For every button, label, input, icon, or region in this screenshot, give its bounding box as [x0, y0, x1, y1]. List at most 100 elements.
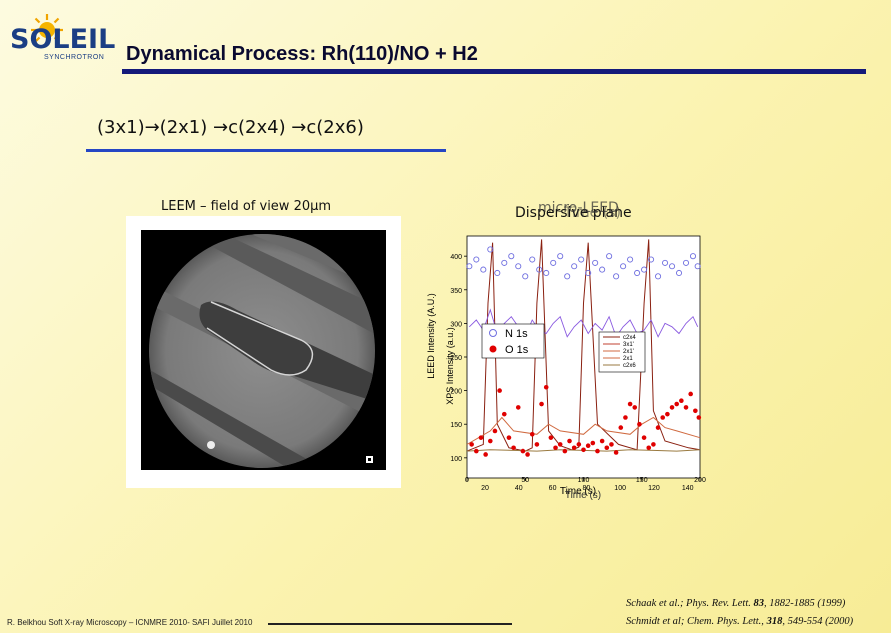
leed-line-2x1	[466, 416, 701, 445]
o1s-point	[613, 450, 619, 455]
o1s-point	[627, 401, 633, 407]
n1s-point	[689, 253, 697, 260]
n1s-point	[634, 269, 641, 277]
logo-wordmark: SOLEIL	[10, 24, 116, 55]
n1s-point	[508, 253, 515, 260]
y-axis-label-xps: XPS Intensity (a.u.)	[445, 327, 455, 405]
x-tick-label-alt: 100	[614, 485, 626, 492]
o1s-point	[618, 425, 624, 430]
x-tick-label: 200	[694, 477, 706, 484]
y-tick-label: 150	[450, 422, 462, 429]
x-axis-label-overlay: Time (s)	[565, 490, 601, 501]
legend-marker-o1s	[489, 345, 497, 353]
o1s-point	[688, 391, 693, 397]
slide-title: Dynamical Process: Rh(110)/NO + H2	[126, 43, 478, 65]
o1s-point	[483, 452, 488, 457]
title-underline	[122, 69, 866, 74]
n1s-point	[592, 259, 599, 266]
legend-label-leed: 2x1	[623, 356, 633, 362]
x-tick-label-alt: 80	[582, 485, 590, 492]
o1s-point	[520, 448, 526, 454]
leem-image	[141, 230, 386, 470]
o1s-point	[534, 442, 540, 447]
legend-label-leed: c2x4	[623, 335, 636, 341]
reference-2: Schmidt et al; Chem. Phys. Lett., 318, 5…	[626, 616, 853, 627]
o1s-point	[478, 435, 484, 440]
o1s-point	[562, 448, 568, 454]
y-tick-label: 200	[450, 389, 462, 396]
legend-label-o1s: O 1s	[505, 344, 529, 356]
n1s-point	[480, 266, 487, 273]
o1s-point	[590, 440, 596, 446]
o1s-point	[539, 401, 544, 407]
reference-1-volume: 83	[753, 598, 765, 609]
n1s-point	[578, 256, 585, 263]
n1s-point	[543, 269, 550, 277]
n1s-point	[661, 259, 669, 266]
n1s-point	[627, 256, 634, 263]
x-tick-label: 50	[521, 477, 529, 484]
y-tick-label: 350	[450, 288, 462, 295]
y-tick-label: 250	[450, 355, 462, 362]
o1s-point	[660, 415, 666, 420]
n1s-point	[487, 246, 494, 253]
o1s-point	[683, 405, 689, 410]
o1s-point	[585, 443, 591, 449]
reaction-underline	[86, 149, 446, 152]
logo-subtitle: SYNCHROTRON	[44, 54, 105, 61]
o1s-point	[488, 438, 493, 444]
o1s-point	[665, 411, 670, 417]
o1s-point	[506, 435, 512, 440]
n1s-point	[694, 263, 701, 270]
o1s-point	[674, 401, 679, 407]
o1s-point	[604, 445, 610, 451]
o1s-point	[469, 442, 474, 447]
o1s-point	[557, 442, 563, 447]
micro-leed-plot: 400 350 300 250 200 150 100 0 50 100 150 200 20 40 60 8…	[426, 235, 706, 501]
legend-label-n1s: N 1s	[505, 328, 528, 340]
legend-box-leed	[598, 331, 646, 373]
o1s-point	[515, 405, 521, 410]
n1s-point	[606, 253, 613, 260]
o1s-point	[595, 448, 600, 454]
plot-title: Dispersive plane	[515, 205, 632, 221]
reference-2-rest: , 549-554 (2000)	[782, 616, 854, 627]
o1s-point	[679, 398, 684, 403]
o1s-point	[651, 442, 656, 447]
o1s-point	[693, 408, 698, 414]
o1s-point	[571, 445, 577, 451]
reaction-sequence: (3x1)→(2x1) →c(2x4) →c(2x6)	[97, 117, 364, 138]
n1s-point	[564, 273, 571, 280]
n1s-point	[494, 269, 501, 277]
x-tick-label: 150	[636, 477, 648, 484]
o1s-point	[696, 415, 702, 420]
y-tick-label: 400	[450, 254, 462, 261]
n1s-point	[599, 266, 606, 273]
n1s-point	[675, 269, 683, 277]
plot-title-overlay: micro-LEED	[538, 200, 619, 216]
o1s-point	[511, 445, 516, 451]
n1s-point	[557, 253, 564, 260]
o1s-point	[497, 388, 502, 393]
o1s-point	[525, 452, 530, 457]
sun-icon	[31, 14, 63, 46]
o1s-point	[632, 405, 638, 410]
o1s-point	[641, 435, 647, 440]
n1s-point	[655, 273, 662, 280]
n1s-point	[613, 273, 620, 280]
x-tick-label: 0	[465, 477, 469, 484]
o1s-point	[669, 405, 675, 410]
footer-rule	[268, 623, 512, 625]
legend-marker-n1s	[489, 329, 497, 337]
o1s-point	[492, 428, 498, 434]
o1s-point	[501, 411, 507, 417]
n1s-point	[501, 259, 508, 266]
legend-label-leed: 3x1'	[623, 342, 634, 348]
leed-line-3x1	[468, 308, 699, 338]
o1s-point	[543, 384, 549, 390]
reference-2-volume: 318	[766, 616, 783, 627]
n1s-point	[529, 256, 536, 263]
n1s-point	[473, 256, 480, 263]
plot-title-overlay-2: Time (s)	[564, 205, 621, 221]
